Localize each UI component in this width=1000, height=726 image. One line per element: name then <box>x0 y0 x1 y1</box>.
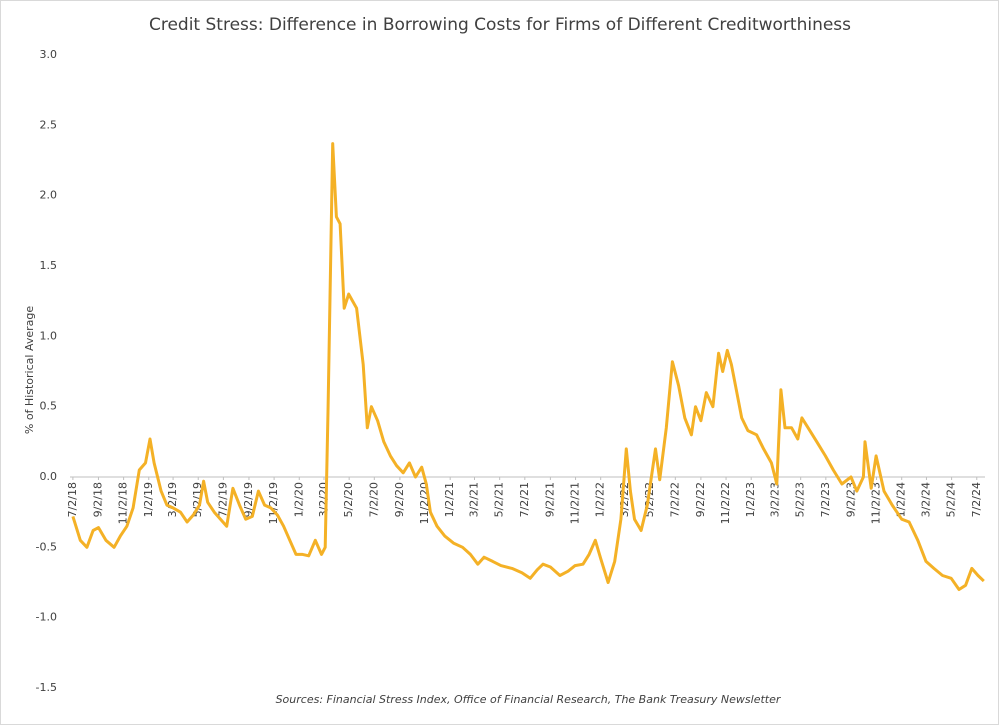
x-tick-label: 1/2/24 <box>895 482 908 517</box>
x-tick-label: 7/2/20 <box>367 482 380 517</box>
x-tick-label: 1/2/22 <box>594 482 607 517</box>
chart-title: Credit Stress: Difference in Borrowing C… <box>149 15 851 35</box>
source-note: Sources: Financial Stress Index, Office … <box>276 693 782 706</box>
x-tick-label: 9/2/18 <box>91 482 104 517</box>
y-tick-label: -1.0 <box>36 611 57 624</box>
y-tick-label: 0.0 <box>40 470 58 483</box>
x-tick-label: 1/2/23 <box>744 482 757 517</box>
x-tick-label: 9/2/23 <box>844 482 857 517</box>
x-tick-label: 5/2/20 <box>342 482 355 517</box>
x-tick-label: 7/2/22 <box>668 482 681 517</box>
x-tick-label: 1/2/19 <box>142 482 155 517</box>
x-tick-label: 3/2/21 <box>468 482 481 517</box>
data-line <box>71 142 985 591</box>
x-tick-label: 11/2/22 <box>719 482 732 524</box>
x-tick-label: 11/2/18 <box>117 482 130 524</box>
y-tick-label: 2.5 <box>40 118 58 131</box>
x-tick-label: 9/2/21 <box>543 482 556 517</box>
x-tick-label: 1/2/21 <box>443 482 456 517</box>
x-tick-label: 7/2/19 <box>216 482 229 517</box>
y-tick-label: 0.5 <box>40 400 58 413</box>
x-tick-label: 7/2/18 <box>66 482 79 517</box>
y-tick-label: 3.0 <box>40 48 58 61</box>
y-tick-label: -0.5 <box>36 540 57 553</box>
x-tick-label: 7/2/24 <box>970 482 983 517</box>
x-tick-label: 3/2/23 <box>769 482 782 517</box>
x-tick-label: 7/2/23 <box>819 482 832 517</box>
x-tick-label: 3/2/19 <box>166 482 179 517</box>
x-tick-label: 3/2/20 <box>317 482 330 517</box>
x-tick-label: 9/2/20 <box>393 482 406 517</box>
x-tick-label: 11/2/21 <box>569 482 582 524</box>
x-tick-label: 1/2/20 <box>292 482 305 517</box>
x-tick-label: 9/2/19 <box>242 482 255 517</box>
x-tick-label: 11/2/23 <box>870 482 883 524</box>
x-tick-label: 3/2/24 <box>919 482 932 517</box>
y-axis-title: % of Historical Average <box>23 306 36 434</box>
y-tick-label: 1.5 <box>40 259 58 272</box>
x-tick-label: 5/2/23 <box>794 482 807 517</box>
y-tick-label: -1.5 <box>36 681 57 694</box>
x-tick-label: 9/2/22 <box>694 482 707 517</box>
x-tick-label: 5/2/21 <box>493 482 506 517</box>
y-tick-label: 1.0 <box>40 329 58 342</box>
x-tick-label: 7/2/21 <box>518 482 531 517</box>
y-tick-label: 2.0 <box>40 189 58 202</box>
x-tick-label: 5/2/24 <box>945 482 958 517</box>
